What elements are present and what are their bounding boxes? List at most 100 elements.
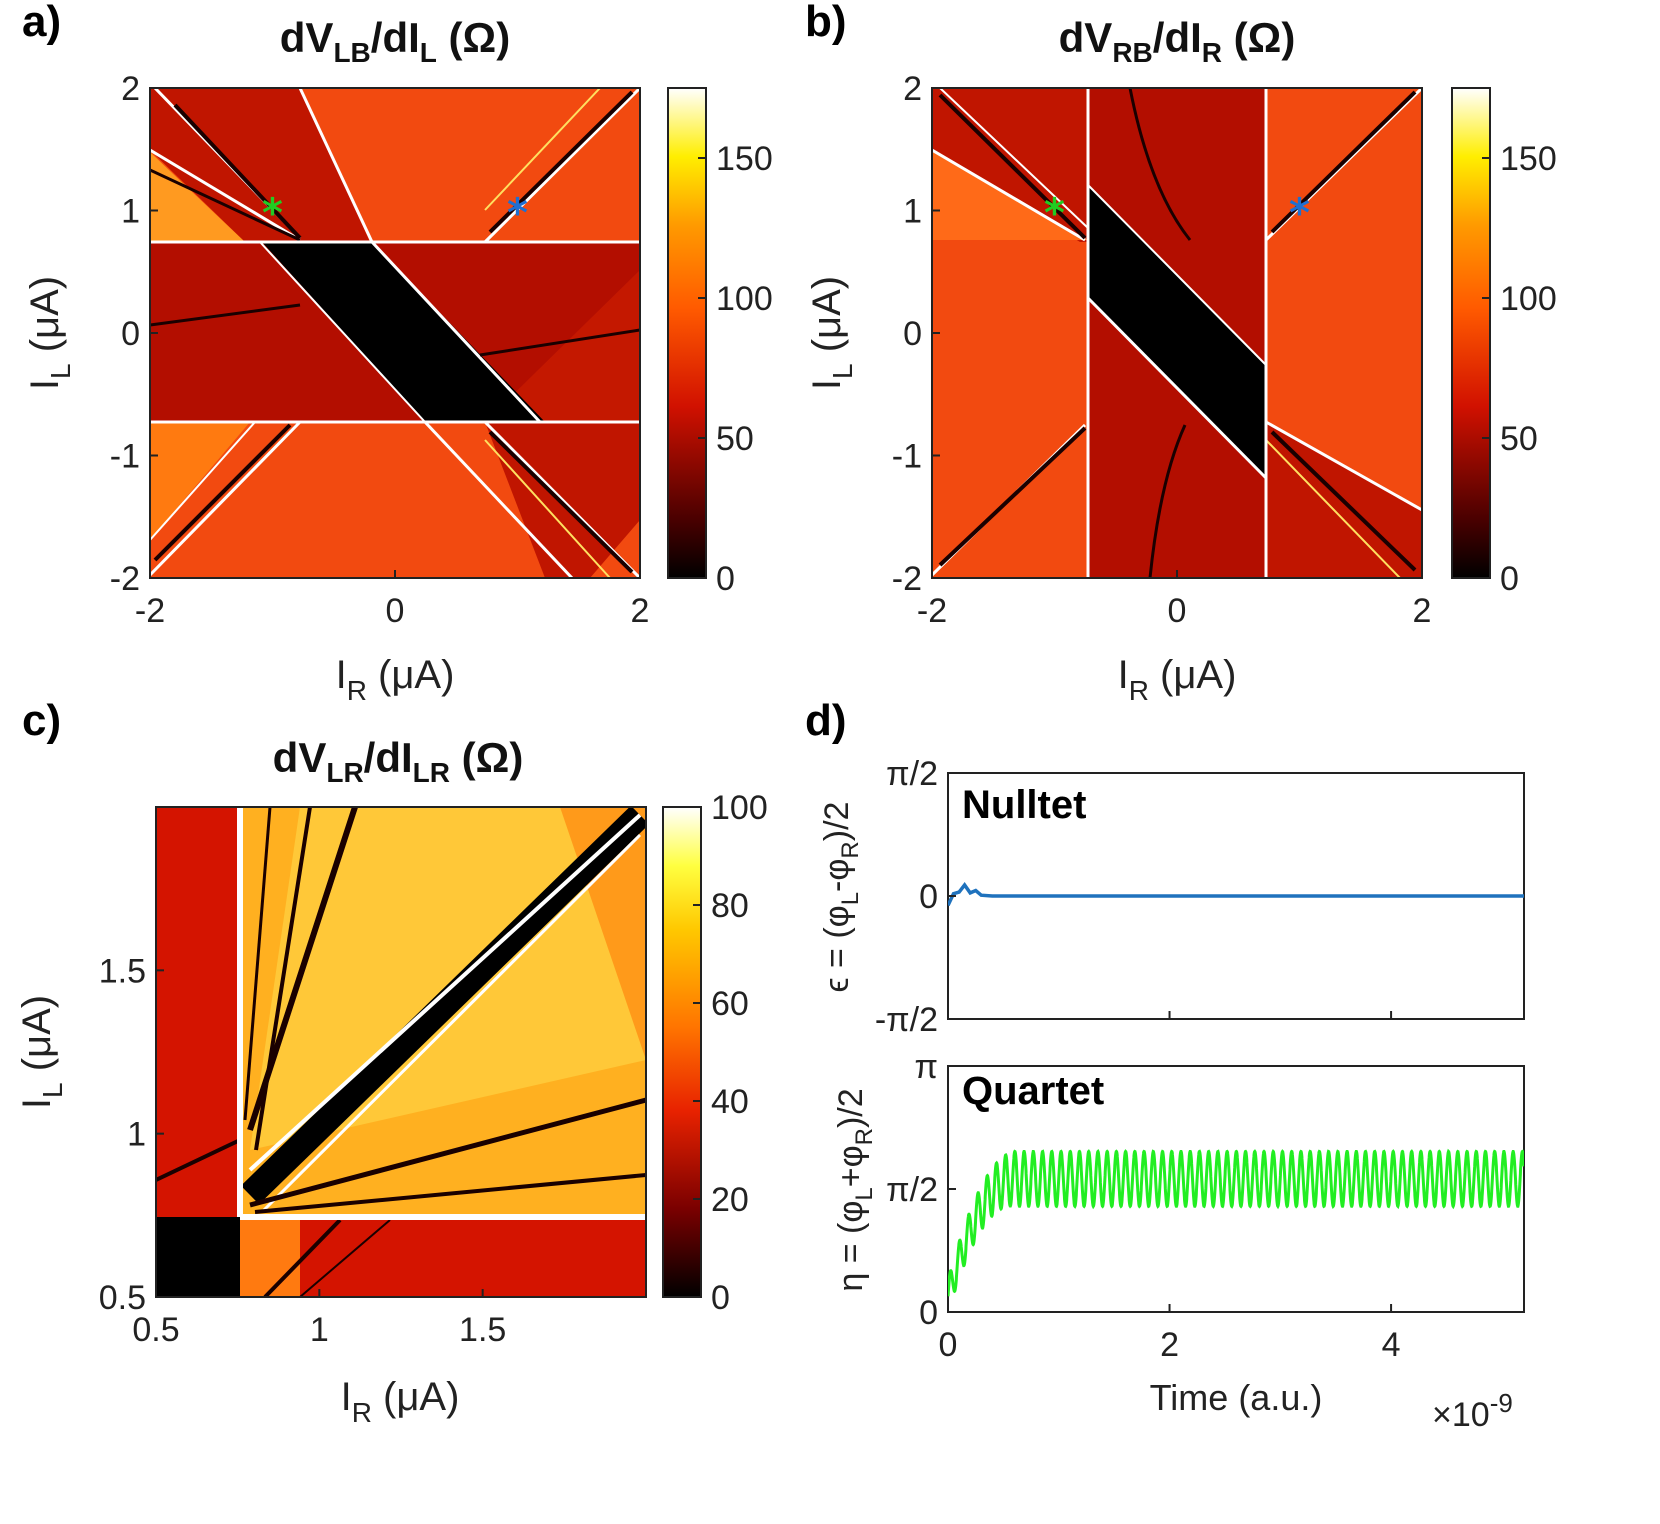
xlabel-b: IR (μA) [1118, 653, 1237, 706]
star-marker: * [507, 191, 528, 237]
ridge-line [1087, 184, 1267, 366]
x-tick-label: -2 [135, 592, 165, 630]
ridge-line [150, 420, 302, 577]
colorbar-tick-label: 0 [1500, 560, 1519, 598]
ridge-line [150, 168, 301, 242]
x-tick-label: 0 [386, 592, 405, 630]
star-marker: * [1044, 191, 1065, 237]
xlabel-c: IR (μA) [341, 1375, 460, 1428]
xlabel-d: Time (a.u.) [1150, 1377, 1323, 1418]
resonance-line [263, 1218, 342, 1297]
panel-label-b: b) [805, 0, 847, 46]
ridge-line [483, 88, 640, 244]
resonance-line [299, 1219, 391, 1297]
axis-ticks-d1: -π/2 0 π/2 [875, 755, 1393, 1039]
xlabel-a: IR (μA) [336, 653, 455, 706]
ylabel-d2: η = (φL+φR)/2 [832, 1088, 878, 1291]
ridge-line [150, 303, 301, 327]
ridge-line [932, 148, 1086, 242]
title-a: dVLB/dIL (Ω) [280, 14, 510, 68]
star-marker: * [1289, 191, 1310, 237]
ridge-line [488, 430, 634, 574]
y-tick-label: π [915, 1048, 938, 1086]
superconducting-corner [156, 1217, 240, 1297]
panel-c: c) dVLR/dILR (Ω) 0.5 1 1.50.511. [15, 696, 768, 1428]
y-tick-label: 2 [903, 70, 922, 108]
resonance-line [243, 807, 272, 1121]
ylabel-b: IL (μA) [805, 276, 858, 390]
colorbar-tick-label: 100 [716, 280, 773, 318]
colorbar-b [1451, 87, 1491, 579]
ridge-curve [1148, 424, 1187, 578]
right-band-darker [485, 270, 640, 422]
y-tick-label: -2 [110, 560, 140, 598]
superconducting-region [1088, 185, 1266, 478]
x-tick-label: 0 [1168, 592, 1187, 630]
colorbar-tick-label: 80 [711, 887, 749, 925]
colorbar-tick-label: 150 [1500, 140, 1557, 178]
ridge-line [259, 241, 426, 423]
y-tick-label: -1 [892, 438, 922, 476]
ridge-line [173, 103, 302, 240]
ridge-line [939, 88, 1089, 229]
ylabel-c: IL (μA) [15, 995, 68, 1109]
ridge-line [1270, 430, 1417, 572]
ridge-line [488, 90, 634, 234]
heatmap-a [150, 88, 640, 578]
main-resonance-line [240, 807, 646, 1205]
y-tick-label: -1 [110, 438, 140, 476]
y-tick-label: π/2 [886, 1171, 938, 1209]
heatmap-c [156, 807, 646, 1297]
panel-b: b) dVRB/dIR (Ω) -2 0 2-2- [805, 0, 1557, 706]
axis-ticks-b: -2 0 2 -2 -1 0 1 2 [892, 70, 1432, 630]
y-tick-label: -π/2 [875, 1001, 938, 1039]
colorbar-tick-label: 0 [716, 560, 735, 598]
ridge-line [1086, 296, 1268, 480]
ridge-line [484, 88, 601, 211]
heatmap-b [932, 88, 1422, 578]
colorbar-tick-label: 50 [1500, 420, 1538, 458]
colorbar-ticks-c: 0 20 40 60 80 100 [693, 789, 768, 1317]
x-tick-label: 2 [1160, 1326, 1179, 1364]
upper-left-bright [150, 152, 245, 242]
ridge-line [150, 421, 256, 541]
colorbar-tick-label: 50 [716, 420, 754, 458]
ridge-line [423, 420, 574, 578]
colorbar-ticks-b: 0 50 100 150 [1482, 140, 1557, 598]
y-tick-label: 0 [903, 315, 922, 353]
y-tick-label: 1 [903, 193, 922, 231]
y-tick-label: 0 [121, 315, 140, 353]
ridge-line [1270, 90, 1417, 234]
x-tick-label: 4 [1382, 1326, 1401, 1364]
x-tick-label: 0 [939, 1326, 958, 1364]
ridge-line [153, 423, 292, 562]
ylabel-d1: ϵ = (φL-φR)/2 [818, 802, 864, 993]
colorbar-tick-label: 100 [711, 789, 768, 827]
ridge-line [938, 426, 1087, 567]
x-tick-label: 0.5 [132, 1311, 179, 1349]
x-tick-label: -2 [917, 592, 947, 630]
resonance-line [156, 1138, 241, 1182]
bottom-horizontal-band [240, 1217, 646, 1297]
colorbar-tick-label: 150 [716, 140, 773, 178]
plot-frame-c [155, 806, 647, 1298]
superconducting-region [262, 242, 545, 422]
colorbar-tick-label: 0 [711, 1279, 730, 1317]
ridge-line [938, 93, 1087, 240]
y-tick-label: 0 [919, 878, 938, 916]
x-scale-note: ×10-9 [1432, 1388, 1513, 1434]
panel-label-d: d) [805, 696, 847, 745]
title-c: dVLR/dILR (Ω) [273, 734, 524, 788]
resonance-line [249, 1097, 646, 1208]
ridge-line [1265, 420, 1422, 512]
bottom-fan-region [240, 1217, 300, 1297]
colorbar-tick-label: 60 [711, 985, 749, 1023]
ridge-line [479, 328, 640, 357]
colorbar-a [667, 87, 707, 579]
ridge-line [1265, 439, 1401, 578]
y-tick-label: π/2 [886, 755, 938, 793]
colorbar-tick-label: 40 [711, 1083, 749, 1121]
quartet-series-line [948, 1148, 1524, 1297]
y-tick-label: -2 [892, 560, 922, 598]
ridge-line [150, 148, 301, 242]
